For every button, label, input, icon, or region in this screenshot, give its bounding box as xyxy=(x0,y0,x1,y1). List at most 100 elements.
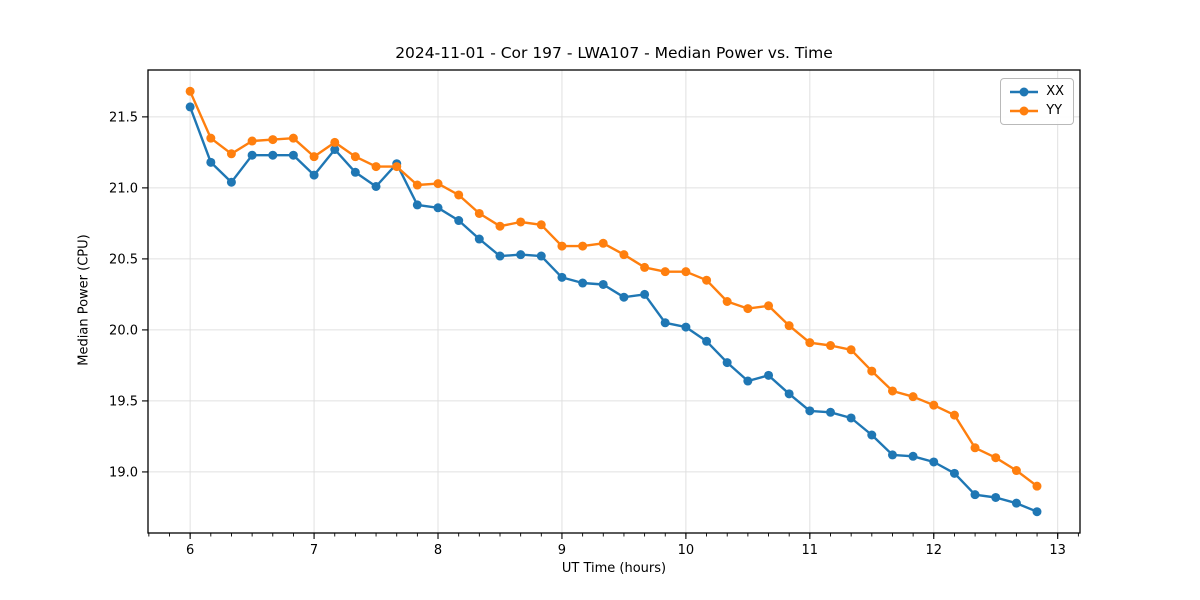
series-xx-point xyxy=(268,150,278,160)
series-xx-point xyxy=(660,318,670,328)
x-tick-label: 6 xyxy=(186,543,194,558)
series-yy-point xyxy=(536,220,546,230)
series-yy-point xyxy=(392,162,402,172)
series-xx-line xyxy=(188,106,1038,513)
axes-frame xyxy=(147,69,1081,534)
series-xx-point xyxy=(454,216,464,226)
series-xx-point xyxy=(1032,507,1042,517)
series-xx-point xyxy=(887,450,897,460)
series-xx-point xyxy=(619,292,629,302)
x-tick-label: 8 xyxy=(434,543,442,558)
x-tick-label: 12 xyxy=(925,543,942,558)
legend-xx-line-icon xyxy=(1010,87,1039,97)
series-yy-point xyxy=(516,217,526,227)
x-tick-label: 11 xyxy=(802,543,819,558)
series-xx-point xyxy=(206,157,216,167)
series-yy-line xyxy=(189,90,1038,488)
series-xx-point xyxy=(309,170,319,180)
series-yy-point xyxy=(764,301,774,311)
series-yy-point xyxy=(908,392,918,402)
y-tick-label: 19.0 xyxy=(109,465,138,480)
series-xx-point xyxy=(1011,498,1021,508)
series-yy-point xyxy=(185,86,195,96)
series-yy-point xyxy=(247,136,257,146)
legend-label-xx: XX xyxy=(1046,84,1064,99)
series-xx-point xyxy=(495,251,505,261)
series-yy-point xyxy=(433,179,443,189)
series-yy-point xyxy=(826,341,836,351)
series-xx-point xyxy=(826,407,836,417)
series-xx-point xyxy=(578,278,588,288)
legend-item-yy: YY xyxy=(1008,103,1064,119)
series-yy-point xyxy=(991,453,1001,463)
series-yy-point xyxy=(640,262,650,272)
series-xx-point xyxy=(557,272,567,282)
series-yy-point xyxy=(330,137,340,147)
series-yy-point xyxy=(846,345,856,355)
series-yy-point xyxy=(949,410,959,420)
series-xx-point xyxy=(226,177,236,187)
series-xx-point xyxy=(516,250,526,260)
series-xx-point xyxy=(805,406,815,416)
series-yy-point xyxy=(350,152,360,162)
x-axis-label: UT Time (hours) xyxy=(561,561,667,576)
x-tick-label: 13 xyxy=(1049,543,1066,558)
series-yy-point xyxy=(681,267,691,277)
series-xx-point xyxy=(640,289,650,299)
y-tick-label: 19.5 xyxy=(109,394,138,409)
series-xx-point xyxy=(702,336,712,346)
series-yy-point xyxy=(784,321,794,331)
series-xx-point xyxy=(949,468,959,478)
series-xx-point xyxy=(929,457,939,467)
series-yy-point xyxy=(722,297,732,306)
series-yy-point xyxy=(929,400,939,410)
series-xx-point xyxy=(433,203,443,213)
series-yy-point xyxy=(226,149,236,159)
series-xx-point xyxy=(784,389,794,399)
series-xx-point xyxy=(185,102,195,112)
series-xx-point xyxy=(743,376,753,386)
series-yy-point xyxy=(887,386,897,396)
series-xx-point xyxy=(764,370,774,380)
series-yy-point xyxy=(578,241,588,251)
y-tick-label: 20.0 xyxy=(109,323,138,338)
series-yy-point xyxy=(660,267,670,277)
series-yy-point xyxy=(474,208,484,218)
legend-yy-line-icon xyxy=(1010,106,1039,116)
series-xx-point xyxy=(330,145,340,155)
x-tick-label: 9 xyxy=(558,543,566,558)
series-yy-point xyxy=(206,133,216,143)
series-yy-point xyxy=(619,250,629,260)
series-xx-point xyxy=(288,150,298,160)
series-xx-point xyxy=(247,150,257,160)
series-xx-point xyxy=(598,279,608,289)
series-yy-point xyxy=(309,152,319,162)
series-yy-point xyxy=(557,241,567,251)
series-yy-point xyxy=(454,190,464,200)
series-yy-point xyxy=(288,133,298,143)
series-xx-point xyxy=(681,322,691,332)
series-yy-point xyxy=(412,180,422,190)
y-tick-label: 21.0 xyxy=(109,181,138,196)
series-yy-point xyxy=(805,338,815,348)
chart-title: 2024-11-01 - Cor 197 - LWA107 - Median P… xyxy=(395,44,833,62)
series-xx-point xyxy=(722,358,732,368)
legend-label-yy: YY xyxy=(1046,103,1063,118)
series-xx-point xyxy=(474,234,484,244)
series-yy-point xyxy=(1032,481,1042,491)
series-xx-point xyxy=(412,200,422,210)
series-xx-point xyxy=(371,181,381,191)
series-xx-point xyxy=(846,413,856,423)
legend: XX YY xyxy=(1000,78,1074,125)
series-yy-point xyxy=(598,238,608,248)
series-yy-point xyxy=(1011,466,1021,476)
series-yy-point xyxy=(867,366,877,376)
x-tick-label: 7 xyxy=(310,543,318,558)
series-xx-point xyxy=(970,490,980,500)
legend-item-xx: XX xyxy=(1008,84,1064,100)
series-yy-point xyxy=(702,275,712,285)
series-xx-point xyxy=(867,430,877,440)
series-yy-point xyxy=(743,304,753,314)
